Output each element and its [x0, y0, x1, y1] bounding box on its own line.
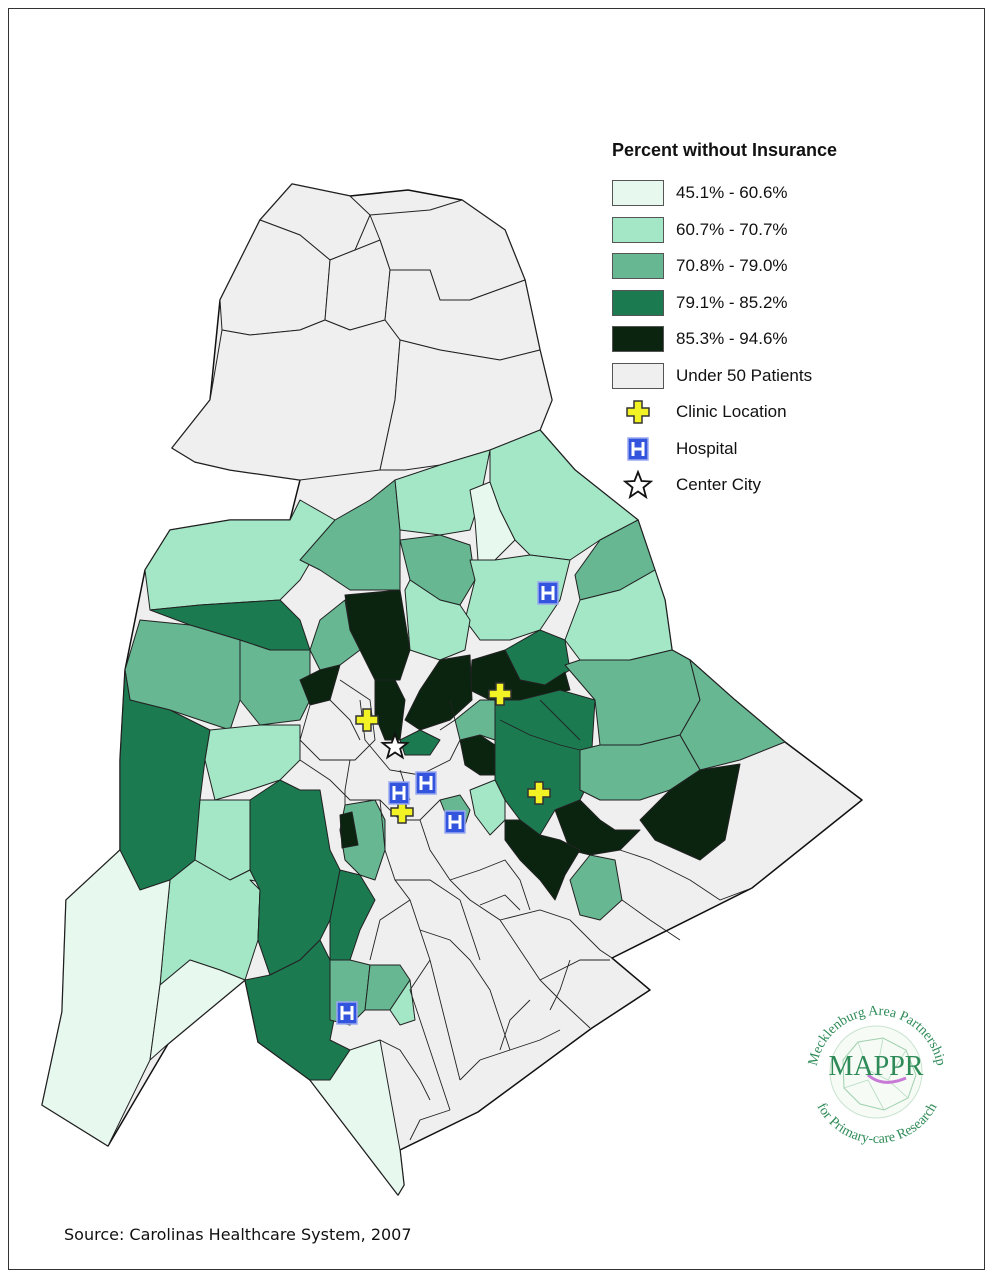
legend-swatch — [612, 216, 664, 243]
legend-row-class-4: 79.1% - 85.2% — [612, 285, 912, 322]
region-nw-mid-2 — [239, 639, 311, 726]
legend-label: Clinic Location — [676, 402, 787, 422]
legend-swatch — [612, 253, 664, 280]
hospital-h-icon — [444, 810, 466, 834]
map-frame — [8, 8, 985, 1270]
legend-row-center-city: Center City — [612, 467, 912, 504]
legend-label: Center City — [676, 475, 762, 495]
region-n-light-4 — [404, 579, 471, 661]
hospital-h-icon — [612, 437, 664, 461]
legend-label: 79.1% - 85.2% — [676, 292, 788, 312]
region-s-dark-4 — [339, 811, 359, 849]
legend-swatch — [612, 326, 664, 353]
hospital-h-icon — [388, 781, 410, 805]
hospital-h-icon — [537, 581, 559, 605]
region-e-mid-2 — [679, 659, 786, 771]
clinic-cross-icon — [355, 708, 379, 732]
legend-swatch — [612, 180, 664, 207]
mappr-logo: MAPPR Mecklenburg Area Partnership for P… — [788, 980, 964, 1156]
clinic-cross-icon — [390, 800, 414, 824]
region-se-dark-1 — [504, 819, 581, 901]
region-s-light-1 — [389, 979, 416, 1026]
legend-row-hospital: Hospital — [612, 431, 912, 468]
legend-label: Under 50 Patients — [676, 365, 813, 385]
source-note: Source: Carolinas Healthcare System, 200… — [64, 1225, 412, 1244]
region-s-verylight-4 — [309, 1039, 405, 1196]
legend-swatch — [612, 289, 664, 316]
region-e-dark-4 — [639, 763, 741, 861]
legend-label: 70.8% - 79.0% — [676, 256, 788, 276]
legend-swatch — [612, 362, 664, 389]
legend-row-class-5: 85.3% - 94.6% — [612, 321, 912, 358]
legend-row-class-6: Under 50 Patients — [612, 358, 912, 395]
hospital-h-icon — [336, 1001, 358, 1025]
legend-row-class-3: 70.8% - 79.0% — [612, 248, 912, 285]
logo-acronym: MAPPR — [829, 1051, 924, 1082]
region-c-light-1 — [469, 779, 506, 836]
region-north-6 — [171, 319, 401, 481]
clinic-cross-icon — [488, 682, 512, 706]
region-s-dark-1 — [249, 779, 341, 976]
region-sw-verylight-1 — [41, 849, 171, 1147]
hospital-h-icon — [415, 771, 437, 795]
star-icon — [380, 731, 410, 760]
legend-label: Hospital — [676, 438, 738, 458]
tract-boundaries — [299, 679, 753, 1141]
region-e-dark-3 — [404, 654, 473, 731]
legend-row-clinic: Clinic Location — [612, 394, 912, 431]
legend-row-class-1: 45.1% - 60.6% — [612, 175, 912, 212]
map-legend: Percent without Insurance 45.1% - 60.6% … — [612, 140, 912, 504]
region-c-dark-3 — [399, 729, 441, 756]
clinic-cross-icon — [612, 400, 664, 424]
legend-label: 85.3% - 94.6% — [676, 329, 788, 349]
clinic-cross-icon — [527, 781, 551, 805]
region-c-dark-2 — [299, 664, 341, 706]
legend-row-class-2: 60.7% - 70.7% — [612, 212, 912, 249]
legend-title: Percent without Insurance — [612, 140, 838, 160]
legend-label: 45.1% - 60.6% — [676, 183, 788, 203]
star-icon — [612, 470, 664, 500]
legend-label: 60.7% - 70.7% — [676, 219, 788, 239]
region-e-dark-2 — [469, 649, 571, 701]
